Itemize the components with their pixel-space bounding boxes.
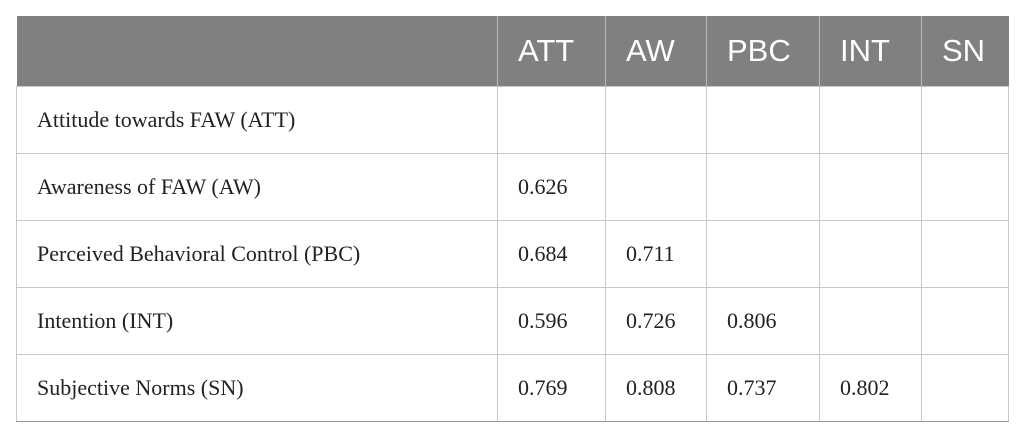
cell-value: 0.737	[706, 354, 820, 422]
cell-value: 0.806	[706, 287, 820, 355]
empty-cell	[921, 287, 1009, 355]
cell-value: 0.802	[819, 354, 922, 422]
empty-cell	[921, 153, 1009, 221]
table-row: Attitude towards FAW (ATT)	[16, 86, 1009, 154]
empty-cell	[921, 354, 1009, 422]
table-row: Awareness of FAW (AW) 0.626	[16, 153, 1009, 221]
empty-cell	[706, 153, 820, 221]
empty-cell	[819, 86, 922, 154]
empty-cell	[819, 220, 922, 288]
column-header: SN	[921, 16, 1009, 87]
column-header: PBC	[706, 16, 820, 87]
empty-cell	[819, 287, 922, 355]
empty-cell	[706, 86, 820, 154]
header-corner	[16, 16, 498, 87]
row-label: Perceived Behavioral Control (PBC)	[16, 220, 498, 288]
cell-value: 0.769	[497, 354, 606, 422]
cell-value: 0.808	[605, 354, 707, 422]
empty-cell	[819, 153, 922, 221]
table-row: Subjective Norms (SN) 0.769 0.808 0.737 0.80…	[16, 354, 1009, 422]
empty-cell	[497, 86, 606, 154]
empty-cell	[706, 220, 820, 288]
correlation-table: ATT AW PBC INT SN Attitude towards FAW (ATT)…	[16, 16, 1009, 422]
cell-value: 0.711	[605, 220, 707, 288]
empty-cell	[605, 86, 707, 154]
column-header: ATT	[497, 16, 606, 87]
row-label: Attitude towards FAW (ATT)	[16, 86, 498, 154]
empty-cell	[605, 153, 707, 221]
header-row: ATT AW PBC INT SN	[16, 16, 1009, 87]
cell-value: 0.684	[497, 220, 606, 288]
empty-cell	[921, 86, 1009, 154]
cell-value: 0.626	[497, 153, 606, 221]
cell-value: 0.596	[497, 287, 606, 355]
row-label: Subjective Norms (SN)	[16, 354, 498, 422]
column-header: AW	[605, 16, 707, 87]
column-header: INT	[819, 16, 922, 87]
row-label: Awareness of FAW (AW)	[16, 153, 498, 221]
table-body: Attitude towards FAW (ATT) Awareness of F…	[16, 86, 1009, 422]
cell-value: 0.726	[605, 287, 707, 355]
table-row: Intention (INT) 0.596 0.726 0.806	[16, 287, 1009, 355]
table-container: ATT AW PBC INT SN Attitude towards FAW (ATT)…	[16, 16, 1009, 422]
empty-cell	[921, 220, 1009, 288]
row-label: Intention (INT)	[16, 287, 498, 355]
table-row: Perceived Behavioral Control (PBC) 0.684 0…	[16, 220, 1009, 288]
